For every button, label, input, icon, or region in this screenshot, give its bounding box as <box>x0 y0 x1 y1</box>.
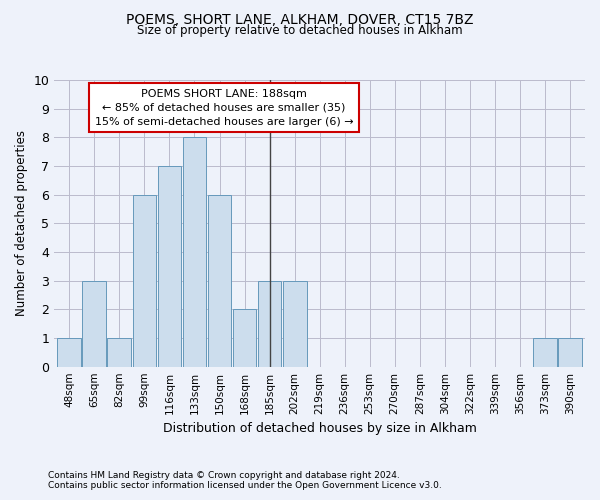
Y-axis label: Number of detached properties: Number of detached properties <box>15 130 28 316</box>
Bar <box>82 280 106 366</box>
Bar <box>533 338 557 366</box>
Text: Contains public sector information licensed under the Open Government Licence v3: Contains public sector information licen… <box>48 481 442 490</box>
Bar <box>182 138 206 366</box>
Bar <box>158 166 181 366</box>
Bar <box>107 338 131 366</box>
X-axis label: Distribution of detached houses by size in Alkham: Distribution of detached houses by size … <box>163 422 476 435</box>
Bar <box>257 280 281 366</box>
Text: POEMS, SHORT LANE, ALKHAM, DOVER, CT15 7BZ: POEMS, SHORT LANE, ALKHAM, DOVER, CT15 7… <box>126 12 474 26</box>
Bar <box>58 338 81 366</box>
Bar <box>283 280 307 366</box>
Bar <box>558 338 582 366</box>
Text: Size of property relative to detached houses in Alkham: Size of property relative to detached ho… <box>137 24 463 37</box>
Text: Contains HM Land Registry data © Crown copyright and database right 2024.: Contains HM Land Registry data © Crown c… <box>48 471 400 480</box>
Bar <box>233 310 256 366</box>
Text: POEMS SHORT LANE: 188sqm
← 85% of detached houses are smaller (35)
15% of semi-d: POEMS SHORT LANE: 188sqm ← 85% of detach… <box>95 88 353 126</box>
Bar <box>133 194 157 366</box>
Bar <box>208 194 232 366</box>
